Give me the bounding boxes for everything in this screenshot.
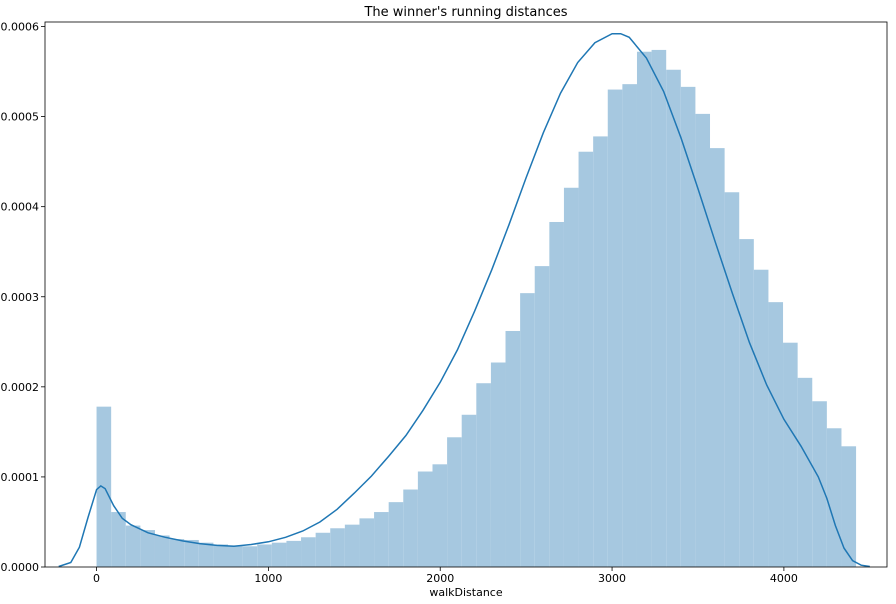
histogram-bar	[301, 537, 316, 567]
histogram-bar	[520, 293, 535, 567]
histogram-bar	[374, 512, 389, 567]
histogram-bar	[593, 136, 608, 567]
histogram-bar	[125, 525, 141, 567]
x-tick-label: 3000	[598, 572, 626, 585]
x-tick-label: 0	[93, 572, 100, 585]
chart-title: The winner's running distances	[364, 5, 568, 20]
histogram-bar	[184, 539, 199, 567]
histogram-bar	[359, 518, 375, 567]
histogram-bar	[797, 377, 813, 567]
y-tick-label: 0.0002	[1, 381, 40, 394]
histogram-bar	[563, 187, 579, 567]
y-tick-label: 0.0000	[1, 561, 40, 574]
histogram-bar	[111, 512, 126, 567]
histogram-bar	[286, 540, 302, 567]
histogram-bar	[680, 86, 696, 568]
histogram-bar	[228, 545, 243, 567]
histogram-bars	[96, 49, 857, 568]
histogram-bar	[432, 464, 448, 567]
plot-frame	[44, 21, 888, 568]
histogram-bar	[461, 414, 477, 567]
histogram-bar	[447, 437, 462, 567]
histogram-bar	[490, 362, 506, 567]
histogram-bar	[841, 446, 857, 567]
x-tick-label: 4000	[770, 572, 798, 585]
y-tick-label: 0.0004	[1, 201, 40, 214]
histogram-bar	[534, 266, 550, 567]
y-tick-label: 0.0005	[1, 111, 40, 124]
histogram-bar	[812, 401, 827, 567]
histogram-bar	[169, 539, 185, 567]
histogram-bar	[549, 221, 564, 568]
histogram-bar	[826, 428, 842, 567]
histogram-bar	[154, 535, 170, 567]
histogram-bar	[651, 49, 667, 568]
histogram-bar	[344, 524, 360, 567]
histogram-bar	[636, 51, 652, 567]
histogram-bar	[257, 544, 272, 567]
histogram-bar	[505, 330, 521, 567]
histogram-bar	[96, 406, 112, 567]
y-tick-label: 0.0006	[1, 21, 40, 34]
histogram-bar	[388, 502, 404, 567]
histogram-bar	[330, 528, 345, 567]
axes: 0 1000 2000 3000 4000 0.0000 0.0001 0.0002 0.000…	[1, 21, 888, 585]
histogram-bar	[666, 69, 681, 567]
histogram-bar	[476, 383, 491, 567]
histogram-bar	[417, 471, 433, 567]
histogram-bar	[695, 113, 711, 567]
y-tick-label: 0.0001	[1, 471, 40, 484]
histogram-bar	[140, 530, 155, 567]
histogram-bar	[271, 542, 287, 567]
histogram-bar	[768, 302, 784, 567]
histogram-bar	[213, 544, 229, 567]
histogram-bar	[739, 239, 754, 567]
histogram-bar	[753, 269, 769, 567]
histogram-bar	[578, 151, 594, 568]
histogram-bar	[724, 192, 740, 567]
histogram-bar	[242, 546, 258, 567]
x-axis-label: walkDistance	[429, 586, 503, 599]
histogram-bar	[607, 89, 623, 567]
kde-line	[58, 32, 870, 568]
histogram-bar	[198, 542, 214, 567]
histogram-bar	[622, 84, 637, 567]
histogram-bar	[403, 489, 418, 567]
y-tick-label: 0.0003	[1, 291, 40, 304]
histogram-bar	[710, 148, 725, 567]
x-tick-label: 1000	[254, 572, 282, 585]
histogram-bar	[315, 532, 331, 567]
histogram-bar	[783, 342, 798, 567]
x-tick-label: 2000	[426, 572, 454, 585]
